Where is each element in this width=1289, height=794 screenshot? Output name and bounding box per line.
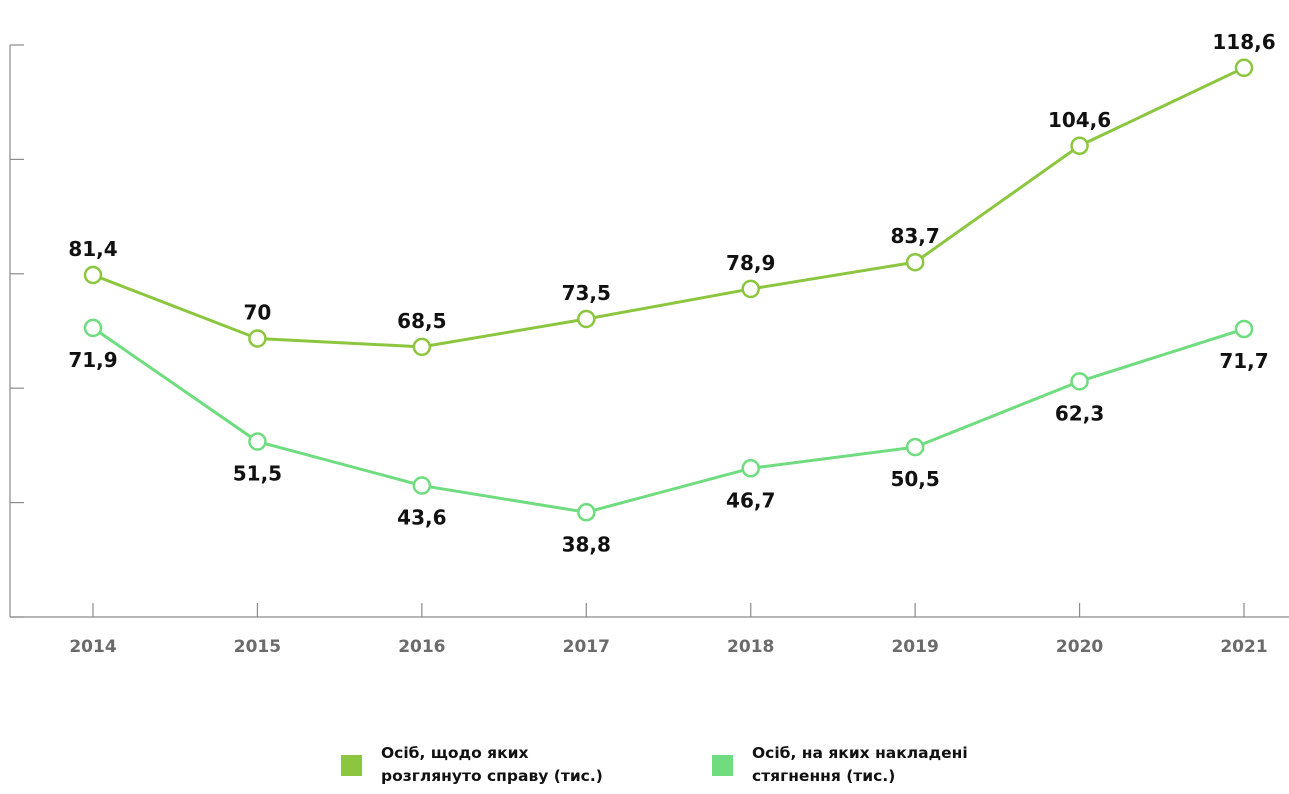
x-tick-label: 2017 — [563, 637, 610, 657]
legend-swatch-penalties-imposed — [712, 754, 733, 776]
legend-label-penalties-imposed: Осіб, на яких накладені стягнення (тис.) — [752, 744, 968, 785]
data-label: 71,7 — [1219, 349, 1268, 373]
data-point — [905, 252, 925, 272]
data-point — [741, 459, 760, 478]
data-point — [248, 329, 267, 348]
x-tick-label: 2020 — [1056, 637, 1103, 657]
data-point — [905, 437, 925, 457]
chart-series-layer — [83, 58, 1254, 522]
data-point — [1234, 319, 1254, 339]
data-point — [1234, 58, 1254, 78]
data-point — [83, 265, 103, 285]
data-label: 70 — [244, 301, 272, 325]
x-tick-label: 2021 — [1220, 637, 1267, 657]
data-point — [577, 309, 596, 329]
data-label: 62,3 — [1055, 401, 1104, 425]
data-point — [83, 318, 103, 338]
legend-swatch-cases-reviewed — [341, 754, 362, 776]
series-line-0 — [92, 66, 1245, 349]
data-label: 118,6 — [1212, 30, 1275, 54]
x-tick-label: 2019 — [891, 637, 938, 657]
data-label: 81,4 — [68, 237, 117, 261]
data-point — [577, 503, 596, 522]
data-label: 83,7 — [890, 224, 939, 248]
legend-item-penalties-imposed: Осіб, на яких накладені стягнення (тис.) — [712, 742, 968, 788]
data-point — [1070, 372, 1089, 391]
data-label: 51,5 — [233, 462, 282, 486]
x-tick-label: 2015 — [234, 637, 281, 657]
data-label: 71,9 — [68, 348, 117, 372]
data-label: 78,9 — [726, 251, 775, 275]
data-label: 46,7 — [726, 488, 775, 512]
x-tick-label: 2014 — [69, 637, 116, 657]
data-point — [412, 476, 432, 495]
chart-axes: 2014 2015 2016 2017 2018 2019 2020 2021 — [9, 44, 1289, 657]
data-point — [1070, 136, 1089, 156]
chart-legend: Осіб, щодо яких розглянуто справу (тис.)… — [0, 742, 1289, 792]
data-label: 50,5 — [890, 467, 939, 491]
data-label: 68,5 — [397, 309, 446, 333]
chart-labels-layer: 81,4 70 68,5 73,5 78,9 83,7 104,6 118,6 71,9 51,5… — [68, 30, 1275, 556]
data-label: 73,5 — [562, 281, 611, 305]
legend-label-cases-reviewed: Осіб, щодо яких розглянуто справу (тис.) — [381, 744, 603, 785]
x-tick-label: 2018 — [727, 637, 774, 657]
data-label: 38,8 — [562, 532, 611, 556]
data-label: 43,6 — [397, 506, 446, 530]
legend-item-cases-reviewed: Осіб, щодо яких розглянуто справу (тис.) — [341, 742, 603, 788]
data-point — [248, 432, 267, 451]
x-tick-label: 2016 — [398, 637, 445, 657]
data-point — [741, 279, 760, 299]
data-label: 104,6 — [1048, 108, 1111, 132]
data-point — [412, 337, 432, 357]
series-line-1 — [92, 326, 1245, 514]
